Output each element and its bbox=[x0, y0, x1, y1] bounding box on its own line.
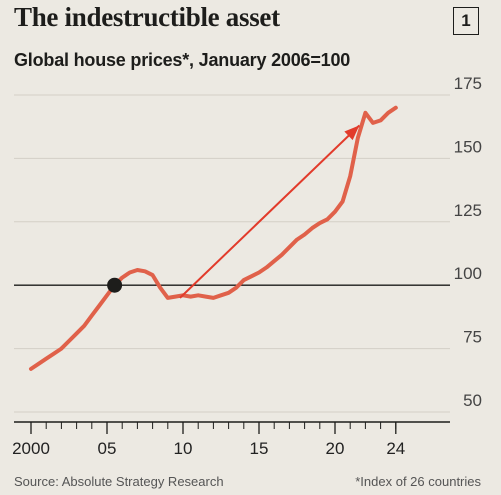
y-tick-label: 175 bbox=[454, 74, 482, 93]
chart-number-badge: 1 bbox=[453, 7, 479, 35]
x-tick-label: 20 bbox=[326, 439, 345, 458]
gridlines bbox=[14, 94, 450, 413]
x-tick-label: 15 bbox=[250, 439, 269, 458]
y-tick-label: 50 bbox=[463, 391, 482, 410]
footnote: *Index of 26 countries bbox=[355, 474, 481, 489]
annotation-arrow-layer bbox=[179, 124, 361, 299]
y-tick-label: 100 bbox=[454, 264, 482, 283]
x-tick-label: 24 bbox=[386, 439, 405, 458]
y-tick-label: 125 bbox=[454, 201, 482, 220]
marker-layer bbox=[107, 277, 123, 293]
series-line-0 bbox=[29, 105, 398, 371]
marker-dot bbox=[107, 277, 123, 293]
annotation-arrow-shaft bbox=[179, 124, 361, 299]
chart-subtitle: Global house prices*, January 2006=100 bbox=[14, 50, 351, 70]
y-tick-label: 150 bbox=[454, 137, 482, 156]
x-tick-label: 10 bbox=[174, 439, 193, 458]
source-note: Source: Absolute Strategy Research bbox=[14, 474, 224, 489]
x-axis: 2000 05 10 15 20 24 bbox=[12, 421, 450, 458]
series-layer bbox=[29, 105, 398, 371]
chart-title: The indestructible asset bbox=[14, 2, 280, 32]
x-tick-label: 2000 bbox=[12, 439, 50, 458]
annotation-arrow-head bbox=[344, 125, 360, 141]
y-tick-label: 75 bbox=[463, 328, 482, 347]
x-tick-label: 05 bbox=[98, 439, 117, 458]
y-axis-ticks: 50 75 100 125 150 175 bbox=[454, 74, 482, 410]
